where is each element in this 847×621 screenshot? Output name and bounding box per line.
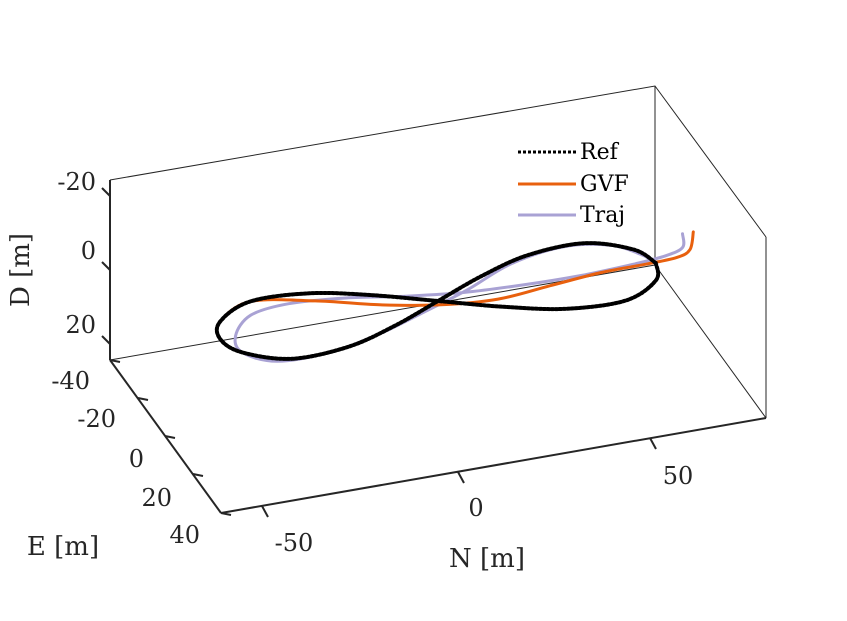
y-tick-label: -20 (77, 405, 116, 433)
y-tick-neg20 (137, 397, 149, 401)
ticks (101, 187, 657, 518)
y-axis-label: E [m] (27, 532, 99, 562)
z-tick-20 (101, 335, 111, 345)
y-tick-40 (220, 512, 232, 516)
y-tick-label: -40 (51, 367, 90, 395)
box-floor-right (654, 264, 767, 419)
legend-label-ref: Ref (580, 140, 620, 165)
z-tick-labels: -20 0 20 (57, 168, 96, 339)
y-tick-label: 0 (129, 445, 144, 473)
x-tick-label: -50 (275, 529, 314, 557)
x-tick-neg50 (261, 505, 269, 518)
legend-label-traj: Traj (580, 203, 625, 228)
z-tick-label: 20 (65, 311, 96, 339)
y-tick-neg40 (109, 359, 121, 363)
box-back-top (109, 85, 767, 238)
series-traj-line (233, 232, 686, 363)
series-ref-line (214, 241, 661, 361)
x-axis-label: N [m] (449, 544, 525, 574)
z-tick-neg20 (101, 187, 111, 197)
legend: Ref GVF Traj (518, 140, 629, 228)
y-tick-0 (164, 435, 176, 439)
legend-label-gvf: GVF (580, 172, 629, 197)
y-tick-label: 20 (141, 484, 172, 512)
z-tick-0 (101, 261, 111, 271)
y-tick-label: 40 (169, 521, 200, 549)
z-tick-label: 0 (81, 237, 96, 265)
x-tick-50 (649, 437, 657, 450)
x-tick-0 (457, 471, 465, 484)
y-tick-20 (192, 473, 204, 477)
z-tick-label: -20 (57, 168, 96, 196)
z-axis-label: D [m] (6, 233, 36, 307)
series-layer (214, 230, 695, 363)
x-tick-labels: -50 0 50 (275, 462, 694, 557)
y-tick-labels: -40 -20 0 20 40 (51, 367, 200, 549)
x-tick-label: 50 (663, 462, 694, 490)
x-tick-label: 0 (468, 494, 483, 522)
x-axis-line (220, 417, 767, 514)
